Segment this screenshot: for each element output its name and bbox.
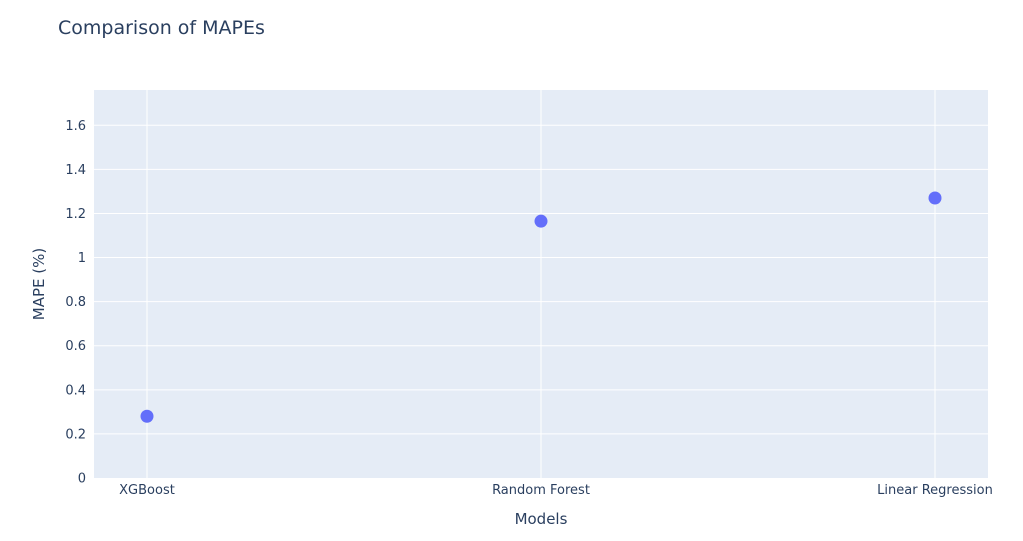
x-axis-ticks: XGBoost Random Forest Linear Regression (119, 483, 993, 498)
y-axis-title: MAPE (%) (30, 248, 48, 320)
y-tick-label: 1.4 (65, 163, 86, 178)
grid-lines (94, 90, 988, 478)
x-tick-label: XGBoost (119, 483, 175, 498)
data-point (140, 409, 154, 423)
x-axis-title: Models (515, 510, 568, 528)
y-tick-label: 0.8 (65, 295, 86, 310)
y-axis-ticks: 0 0.2 0.4 0.6 0.8 1 1.2 1.4 1.6 (65, 119, 86, 487)
data-point (534, 214, 548, 228)
y-tick-label: 1 (78, 251, 86, 266)
y-tick-label: 0 (78, 472, 86, 487)
x-tick-label: Linear Regression (877, 483, 993, 498)
y-tick-label: 0.2 (65, 427, 86, 442)
chart-title: Comparison of MAPEs (58, 17, 265, 39)
y-tick-label: 0.6 (65, 339, 86, 354)
y-tick-label: 1.6 (65, 119, 86, 134)
x-tick-label: Random Forest (492, 483, 590, 498)
data-points (140, 191, 942, 423)
y-tick-label: 1.2 (65, 207, 86, 222)
y-tick-label: 0.4 (65, 383, 86, 398)
data-point (928, 191, 942, 205)
